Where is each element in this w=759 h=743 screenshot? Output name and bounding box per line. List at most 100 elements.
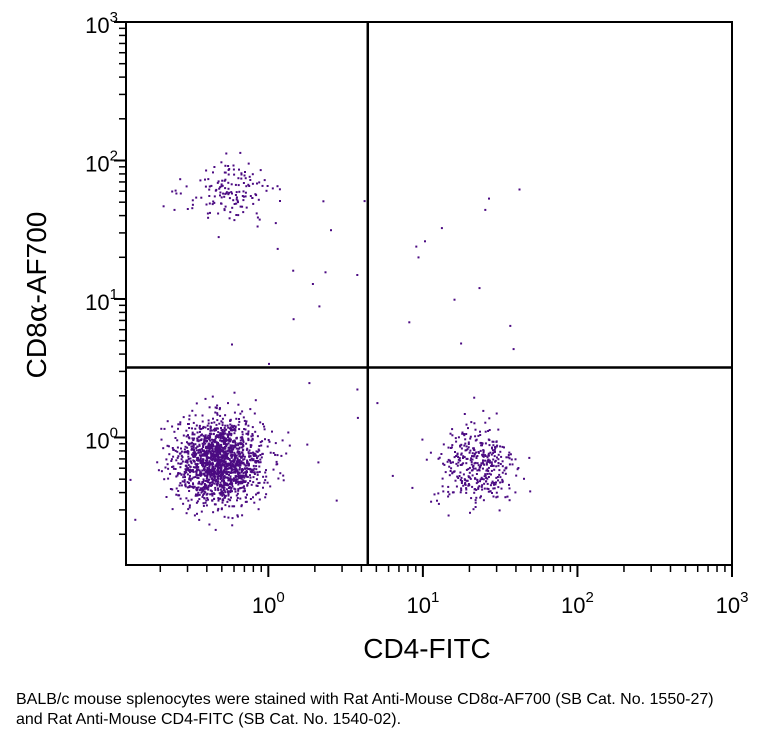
data-point-pop2 — [242, 195, 245, 198]
data-point-pop0 — [217, 458, 220, 461]
data-point-pop0 — [222, 470, 225, 473]
data-point-pop0 — [214, 503, 217, 506]
data-point-pop0 — [207, 419, 210, 422]
data-point-pop1 — [464, 481, 467, 484]
data-point-pop0 — [209, 489, 212, 492]
data-point-pop0 — [201, 420, 204, 423]
data-point-pop0 — [195, 447, 198, 450]
data-point-pop1 — [497, 464, 500, 467]
data-point-pop1 — [493, 481, 495, 484]
data-point-pop1 — [504, 496, 507, 499]
data-point-pop0 — [211, 480, 214, 483]
data-point-pop1 — [447, 458, 450, 461]
data-point-pop2 — [191, 203, 194, 206]
data-point-pop0 — [259, 421, 262, 424]
data-point-pop0 — [244, 474, 247, 477]
data-point-pop0 — [221, 454, 224, 457]
data-point-pop0 — [205, 484, 208, 487]
data-point-pop0 — [212, 470, 215, 472]
data-point-pop0 — [225, 468, 228, 471]
data-point-pop0 — [209, 433, 212, 436]
data-point-pop1 — [444, 471, 447, 474]
data-point-pop2 — [241, 205, 244, 208]
data-point-pop0 — [247, 433, 250, 436]
data-point-pop0 — [216, 419, 219, 422]
data-point-pop0 — [221, 474, 224, 477]
data-point-pop0 — [234, 426, 237, 429]
data-point-pop0 — [214, 464, 217, 467]
data-point-pop0 — [237, 488, 240, 491]
data-point-pop0 — [214, 435, 217, 438]
data-point-pop0 — [287, 431, 290, 434]
data-point-pop2 — [237, 184, 240, 187]
data-point-pop0 — [186, 441, 188, 444]
data-point-pop0 — [212, 475, 215, 478]
data-point-pop0 — [187, 464, 190, 467]
data-point-pop1 — [495, 440, 498, 443]
data-point-pop0 — [244, 480, 247, 483]
data-point-pop2 — [212, 171, 214, 174]
data-point-pop2 — [233, 203, 236, 205]
data-point-pop2 — [233, 219, 236, 222]
data-point-pop0 — [243, 455, 246, 458]
data-point-pop0 — [209, 439, 212, 442]
data-point-pop0 — [165, 458, 168, 461]
data-point-pop0 — [251, 433, 254, 435]
data-point-pop1 — [492, 464, 495, 467]
data-point-pop0 — [212, 451, 215, 454]
data-point-pop0 — [274, 442, 277, 445]
data-point-pop0 — [201, 487, 204, 490]
data-point-pop0 — [185, 459, 188, 462]
data-point-pop0 — [213, 493, 216, 495]
data-point-pop2 — [195, 196, 198, 199]
data-point-pop1 — [442, 443, 445, 446]
data-point-pop0 — [227, 498, 230, 501]
data-point-pop0 — [223, 459, 226, 462]
data-point-pop1 — [474, 488, 476, 491]
data-point-pop0 — [220, 484, 223, 487]
data-point-pop2 — [225, 191, 228, 194]
data-point-pop0 — [222, 498, 224, 501]
data-point-pop1 — [476, 462, 479, 465]
data-point-pop0 — [180, 458, 183, 461]
data-point-pop1 — [463, 456, 466, 459]
data-point-pop2 — [208, 185, 211, 188]
data-point-pop2 — [223, 209, 226, 212]
data-point-pop1 — [488, 417, 491, 420]
data-point-pop1 — [484, 430, 487, 433]
data-point-pop0 — [212, 511, 215, 514]
data-point-pop0 — [203, 490, 206, 493]
data-point-pop1 — [497, 486, 500, 489]
data-point-pop1 — [495, 476, 498, 479]
data-point-pop0 — [242, 455, 245, 458]
data-point-pop0 — [228, 467, 231, 470]
data-point-pop0 — [228, 448, 231, 451]
data-point-pop0 — [259, 461, 262, 464]
data-point-pop0 — [188, 490, 191, 492]
data-point-sparse — [317, 461, 320, 464]
data-point-pop0 — [183, 480, 186, 483]
data-point-pop1 — [496, 444, 499, 447]
data-point-pop1 — [477, 451, 480, 454]
data-point-pop0 — [210, 471, 213, 474]
data-point-pop0 — [202, 489, 205, 492]
data-point-pop0 — [191, 409, 194, 412]
data-point-pop0 — [232, 468, 234, 471]
data-point-pop1 — [503, 446, 505, 449]
data-point-pop0 — [188, 414, 191, 417]
data-point-pop0 — [237, 481, 240, 484]
data-point-pop0 — [188, 469, 190, 472]
data-point-pop0 — [232, 426, 234, 429]
data-point-sparse — [253, 412, 256, 415]
data-point-pop0 — [184, 476, 186, 479]
data-point-pop2 — [248, 185, 251, 187]
data-point-pop0 — [254, 454, 257, 457]
data-point-pop0 — [220, 449, 223, 452]
data-point-pop0 — [213, 482, 216, 485]
data-point-pop0 — [227, 434, 230, 437]
data-point-pop0 — [177, 462, 180, 465]
data-point-pop2 — [251, 173, 254, 176]
y-tick-label: 102 — [85, 147, 118, 176]
data-point-pop0 — [191, 469, 194, 471]
data-point-pop0 — [198, 469, 201, 472]
